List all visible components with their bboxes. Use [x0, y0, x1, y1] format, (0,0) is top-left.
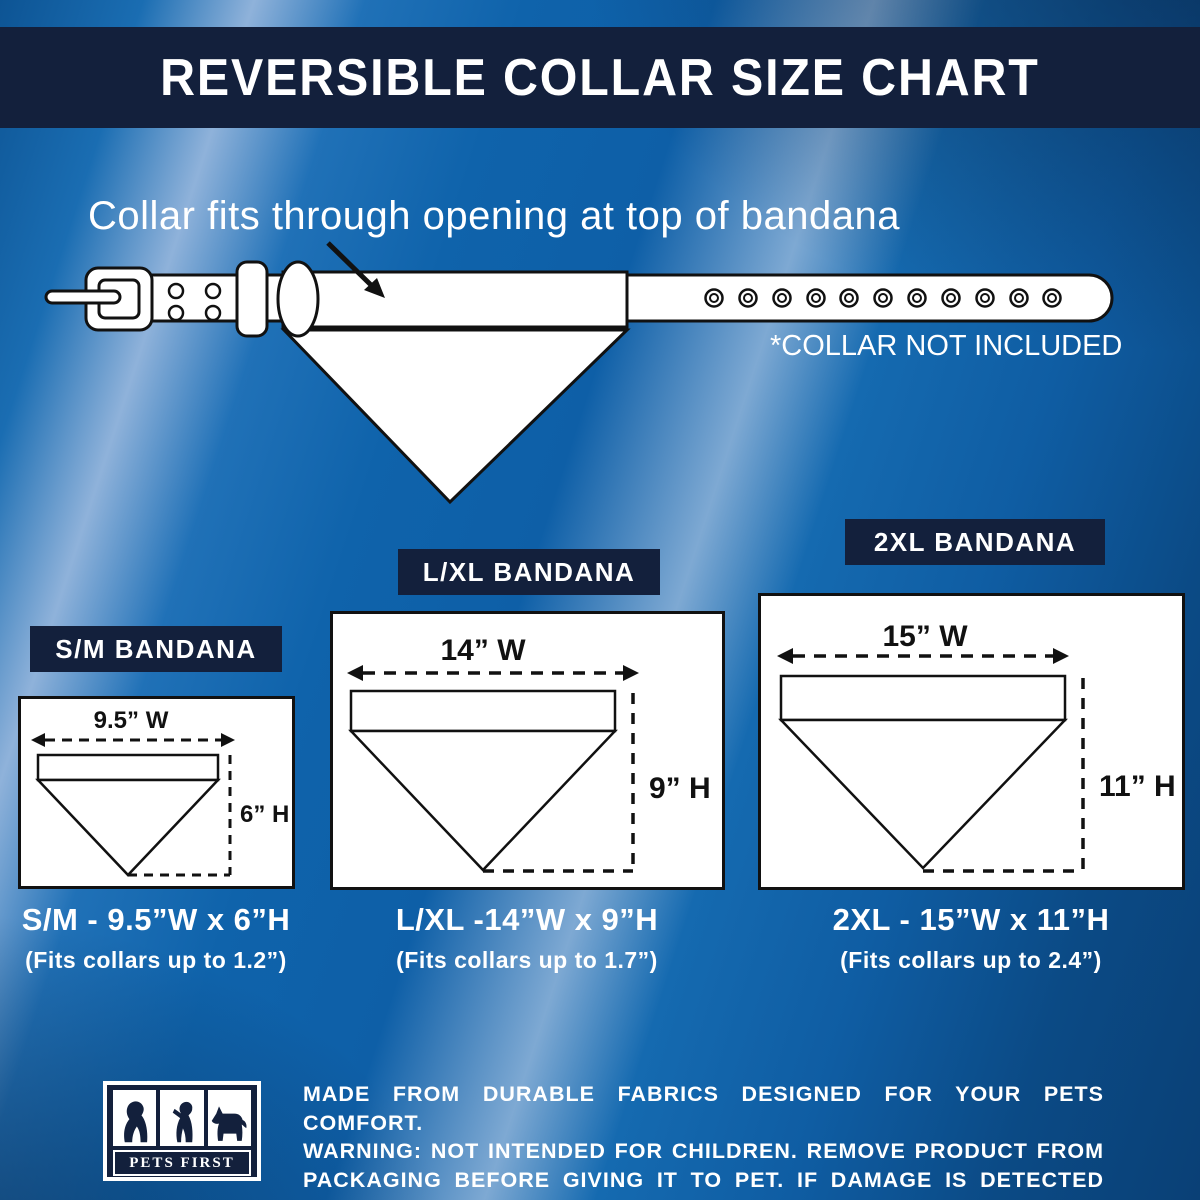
logo-dog-panels	[113, 1090, 251, 1146]
collar-bandana-illustration	[44, 241, 1114, 505]
lxl-size-caption: L/XL -14”W x 9”H (Fits collars up to 1.7…	[377, 902, 677, 974]
lxl-width-dimension: 14” W	[440, 634, 526, 667]
lxl-diagram-box: 14” W 9” H	[330, 611, 725, 890]
xxl-size-text: 2XL - 15”W x 11”H	[832, 902, 1110, 937]
sm-width-dimension: 9.5” W	[93, 707, 169, 734]
xxl-bandana-diagram	[777, 648, 1085, 873]
pointer-arrow-icon	[326, 241, 385, 298]
logo-wordmark: PETS FIRST	[113, 1150, 251, 1176]
xxl-panel-label-text: 2XL BANDANA	[873, 526, 1077, 557]
xxl-height-dimension: 11” H	[1099, 770, 1176, 803]
sitting-dog-icon	[113, 1090, 157, 1146]
sm-panel-label: S/M BANDANA	[30, 626, 282, 672]
header-banner: REVERSIBLE COLLAR SIZE CHART	[0, 27, 1200, 128]
sm-bandana-diagram	[31, 733, 235, 877]
bandana-triangle-icon	[280, 328, 631, 505]
collar-not-included-note: *COLLAR NOT INCLUDED	[770, 330, 1123, 362]
xxl-size-caption: 2XL - 15”W x 11”H (Fits collars up to 2.…	[820, 902, 1122, 974]
lxl-height-dimension: 9” H	[649, 772, 711, 805]
sm-panel-label-text: S/M BANDANA	[55, 633, 257, 664]
warning-line-2: WARNING: NOT INTENDED FOR CHILDREN. REMO…	[303, 1139, 1104, 1163]
lxl-bandana-diagram	[347, 665, 639, 873]
collar-eyelets-icon	[704, 288, 1062, 308]
xxl-diagram-box: 15” W 11” H	[758, 593, 1185, 890]
lxl-panel-label-text: L/XL BANDANA	[422, 556, 636, 587]
warning-line-1: MADE FROM DURABLE FABRICS DESIGNED FOR Y…	[303, 1082, 1104, 1135]
pets-first-logo: PETS FIRST	[103, 1081, 261, 1181]
shepherd-dog-icon	[207, 1090, 251, 1146]
lxl-size-text: L/XL -14”W x 9”H	[395, 902, 659, 937]
lxl-panel-label: L/XL BANDANA	[398, 549, 660, 595]
warning-line-3: PACKAGING BEFORE GIVING IT TO PET. IF DA…	[303, 1167, 1104, 1200]
collar-opening-caption: Collar fits through opening at top of ba…	[88, 194, 900, 238]
xxl-panel-label: 2XL BANDANA	[845, 519, 1105, 565]
sm-height-dimension: 6” H	[240, 801, 290, 828]
care-warning-text: MADE FROM DURABLE FABRICS DESIGNED FOR Y…	[303, 1080, 1104, 1200]
xxl-fits-text: (Fits collars up to 2.4”)	[840, 947, 1102, 973]
sm-diagram-box: 9.5” W 6” H	[18, 696, 295, 889]
lxl-fits-text: (Fits collars up to 1.7”)	[396, 947, 658, 973]
xxl-width-dimension: 15” W	[882, 620, 968, 653]
begging-dog-icon	[160, 1090, 204, 1146]
page-title: REVERSIBLE COLLAR SIZE CHART	[160, 48, 1040, 107]
bandana-sleeve-icon	[281, 270, 629, 329]
sm-size-caption: S/M - 9.5”W x 6”H (Fits collars up to 1.…	[6, 902, 306, 974]
sm-fits-text: (Fits collars up to 1.2”)	[25, 947, 287, 973]
collar-buckle-icon	[44, 260, 320, 338]
sm-size-text: S/M - 9.5”W x 6”H	[21, 902, 291, 937]
